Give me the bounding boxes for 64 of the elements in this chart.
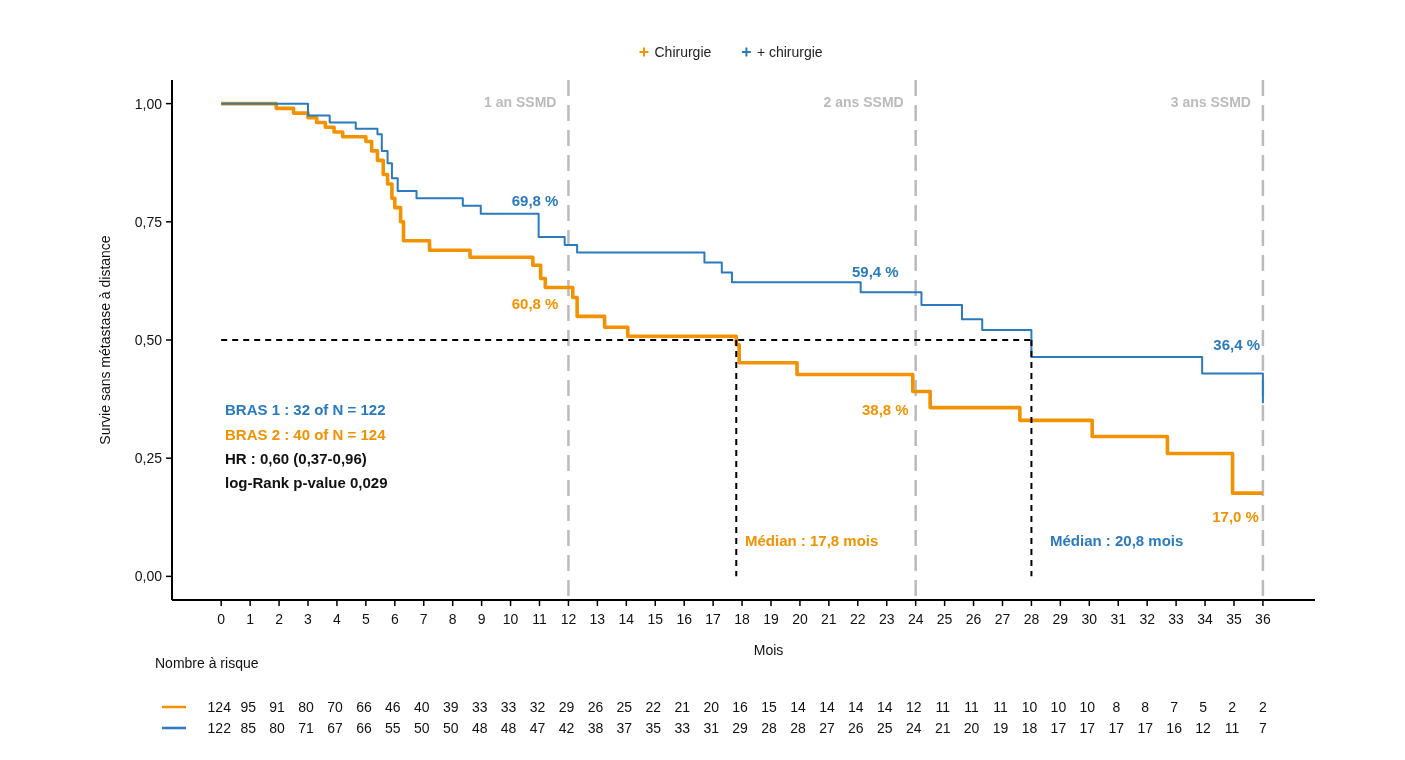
x-tick-label: 20	[792, 611, 808, 627]
annotation: 69,8 %	[511, 192, 559, 210]
x-tick-label: 14	[618, 611, 635, 627]
x-tick-label: 30	[1081, 611, 1098, 627]
x-tick-label: 7	[419, 611, 428, 627]
y-tick-label: 0,50	[134, 332, 163, 348]
text: 124 95 91 80 70 66 46 40 39 33 33 32 29 26 25 22 21 20 16 15 14 14 14 14 12 11 11 11 10 10 10 8 8 7 5 2 2	[207, 699, 1267, 715]
annotation: log-Rank p-value 0,029	[225, 474, 388, 491]
x-tick-label: 0	[217, 611, 226, 627]
y-axis-title: Survie sans métastase à distance	[97, 235, 113, 445]
annotation: 36,4 %	[1213, 336, 1260, 353]
x-tick-label: 12	[560, 611, 577, 627]
annotation: 59,4 %	[851, 262, 899, 280]
ref-line-label: 2 ans SSMD	[823, 94, 904, 110]
ref-line-label: 3 ans SSMD	[1170, 94, 1251, 110]
x-tick-label: 19	[763, 611, 779, 627]
x-tick-label: 22	[850, 611, 866, 627]
legend-label: Chirurgie	[654, 44, 712, 60]
x-tick-label: 15	[647, 611, 664, 627]
x-tick-label: 28	[1023, 611, 1040, 627]
x-tick-label: 31	[1110, 611, 1127, 627]
text: Nombre à risque	[155, 655, 259, 671]
x-tick-label: 34	[1197, 611, 1214, 627]
x-tick-label: 17	[705, 611, 722, 627]
x-tick-label: 18	[734, 611, 751, 627]
legend-label: + chirurgie	[756, 44, 823, 60]
y-tick-label: 0,00	[134, 568, 163, 585]
x-tick-label: 32	[1139, 611, 1156, 627]
annotation: Médian : 20,8 mois	[1050, 532, 1184, 549]
x-tick-label: 36	[1255, 611, 1271, 627]
x-tick-label: 23	[878, 611, 895, 627]
x-tick-label: 33	[1168, 611, 1185, 627]
x-tick-label: 1	[246, 611, 255, 627]
x-tick-label: 27	[994, 611, 1011, 627]
x-tick-label: 24	[907, 611, 924, 627]
x-tick-label: 29	[1052, 611, 1069, 627]
y-tick-label: 1,00	[134, 95, 163, 112]
x-axis-title: Mois	[753, 642, 784, 658]
annotation: BRAS 2 : 40 of N = 124	[225, 426, 387, 443]
x-tick-label: 8	[448, 611, 457, 627]
x-tick-label: 9	[477, 611, 486, 627]
x-tick-label: 35	[1226, 611, 1242, 627]
annotation: 38,8 %	[861, 400, 909, 418]
x-tick-label: 13	[589, 611, 606, 627]
x-tick-label: 2	[275, 611, 284, 627]
x-tick-label: 6	[390, 611, 399, 627]
text: 122 85 80 71 67 66 55 50 50 48 48 47 42 38 37 35 33 31 29 28 28 27 26 25 24 21 20 19 18 17 17 17 17 16 12 11 7	[207, 720, 1267, 736]
x-tick-label: 10	[502, 611, 519, 627]
y-tick-label: 0,75	[134, 213, 163, 230]
x-tick-label: 3	[304, 611, 313, 627]
y-tick-label: 0,25	[134, 450, 163, 467]
x-tick-label: 4	[333, 611, 342, 627]
annotation: 17,0 %	[1212, 508, 1259, 525]
ref-line-label: 1 an SSMD	[484, 94, 557, 110]
x-tick-label: 26	[965, 611, 982, 627]
annotation: HR : 0,60 (0,37-0,96)	[225, 450, 367, 467]
x-tick-label: 5	[361, 611, 370, 627]
x-tick-label: 11	[532, 611, 547, 627]
x-tick-label: 25	[936, 611, 953, 627]
x-tick-label: 16	[676, 611, 693, 627]
annotation: 60,8 %	[511, 294, 559, 312]
x-tick-label: 21	[821, 611, 837, 627]
annotation: Médian : 17,8 mois	[745, 532, 879, 549]
annotation: BRAS 1 : 32 of N = 122	[225, 401, 386, 418]
